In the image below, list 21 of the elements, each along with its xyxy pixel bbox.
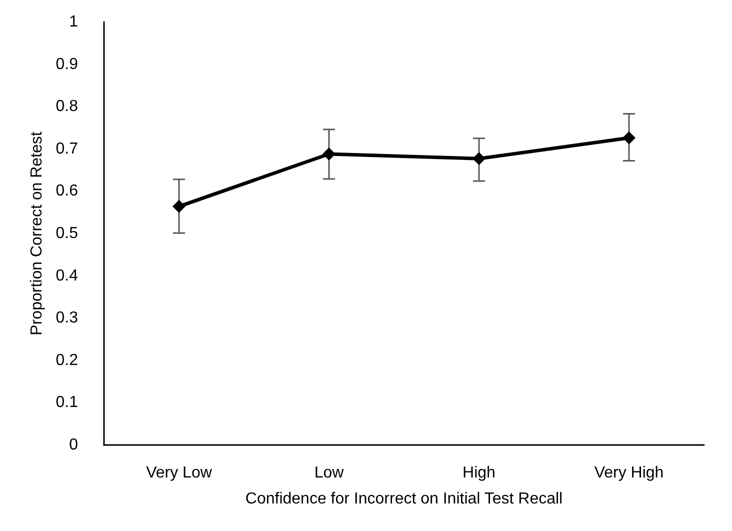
x-tick-label: Low	[314, 464, 344, 482]
y-tick-label: 1	[69, 14, 78, 30]
x-tick-label: Very High	[594, 464, 664, 482]
y-tick-label: 0	[69, 436, 78, 454]
y-tick-label: 0.4	[56, 267, 78, 284]
y-tick-label: 0.1	[56, 394, 78, 412]
y-tick-label: 0.7	[56, 140, 78, 158]
point	[472, 152, 486, 166]
y-tick-label: 0.5	[56, 225, 78, 242]
x-tick-label: High	[462, 464, 496, 482]
x-tick-label: Very Low	[146, 464, 212, 482]
point	[322, 147, 336, 160]
y-tick-label: 0.8	[56, 98, 78, 116]
y-tick-label: 0.9	[56, 56, 78, 73]
y-tick-label: 0.3	[56, 310, 78, 327]
y-axis-title: Proportion Correct on Retest	[28, 131, 46, 336]
point	[622, 131, 636, 144]
y-tick-label: 0.6	[56, 182, 78, 200]
y-tick-label: 0.2	[56, 352, 78, 369]
point	[172, 200, 186, 213]
x-axis-title: Confidence for Incorrect on Initial Test Recall	[245, 490, 563, 508]
